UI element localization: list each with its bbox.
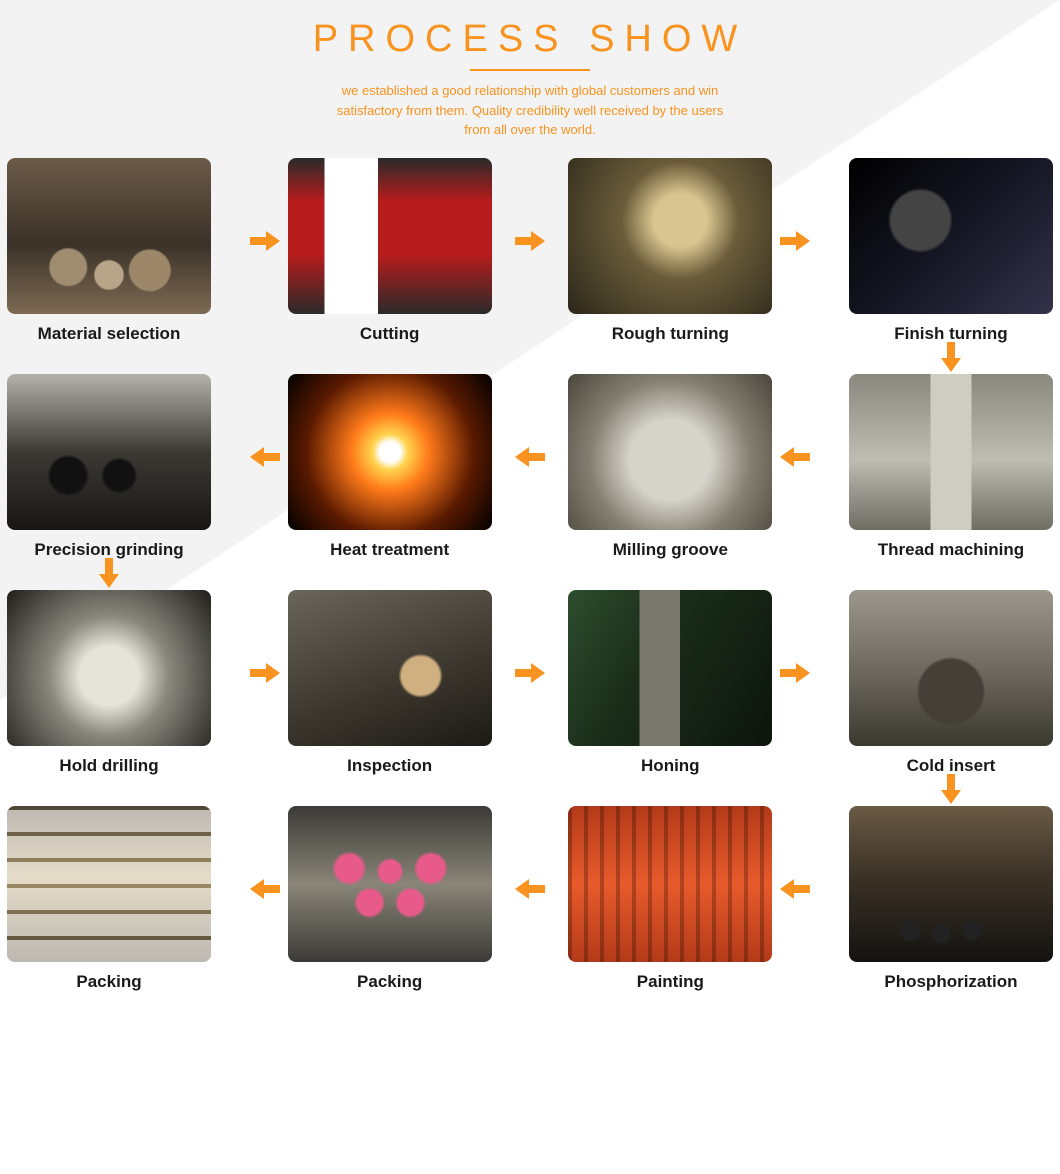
process-step-scene [7,374,211,530]
arrow-left-icon [775,442,815,472]
process-step-image [7,590,211,746]
arrow-right-icon [510,226,550,256]
header: PROCESS SHOW we established a good relat… [0,0,1060,140]
process-step: Cold insert [846,590,1056,776]
process-step: Phosphorization [846,806,1056,992]
process-step: Inspection [285,590,495,776]
process-row: Material selection Cutting Rough turning Fi… [0,158,1060,344]
process-step: Rough turning [565,158,775,344]
process-step-label: Milling groove [613,540,728,560]
arrow-down-icon [94,553,124,593]
process-step-label: Hold drilling [59,756,158,776]
process-row: Precision grinding Heat treatment Milling … [0,374,1060,560]
process-step-label: Painting [637,972,704,992]
process-step-scene [7,158,211,314]
process-step: Heat treatment [285,374,495,560]
process-step-scene [849,158,1053,314]
arrow-right-icon [775,226,815,256]
process-row: Hold drilling Inspection Honing Cold insert [0,590,1060,776]
process-step-scene [568,806,772,962]
process-step-label: Thread machining [878,540,1024,560]
process-step-image [568,806,772,962]
process-step-image [568,158,772,314]
process-step: Hold drilling [4,590,214,776]
process-step: Milling groove [565,374,775,560]
arrow-right-icon [510,658,550,688]
process-step-scene [568,590,772,746]
process-step: Painting [565,806,775,992]
process-step-label: Honing [641,756,700,776]
process-row: Packing Packing Painting Phosphorization [0,806,1060,992]
process-step-label: Packing [357,972,422,992]
process-step-scene [288,590,492,746]
process-step: Thread machining [846,374,1056,560]
arrow-left-icon [510,442,550,472]
process-step-label: Phosphorization [884,972,1017,992]
arrow-down-icon [936,337,966,377]
process-step-image [849,374,1053,530]
process-step-scene [7,806,211,962]
process-step-label: Heat treatment [330,540,449,560]
process-step-image [849,590,1053,746]
process-step-image [568,590,772,746]
process-step-image [7,158,211,314]
process-grid: Material selection Cutting Rough turning Fi… [0,158,1060,992]
process-step: Material selection [4,158,214,344]
process-step-image [288,374,492,530]
process-step-label: Packing [76,972,141,992]
arrow-right-icon [245,226,285,256]
arrow-left-icon [245,874,285,904]
process-step-image [288,590,492,746]
page-subtitle: we established a good relationship with … [330,81,730,140]
process-step-scene [849,590,1053,746]
process-step-image [288,806,492,962]
process-step-label: Rough turning [612,324,729,344]
process-step-label: Cutting [360,324,419,344]
page-title: PROCESS SHOW [0,18,1060,61]
title-underline [470,69,590,71]
process-step-image [849,158,1053,314]
process-step-image [7,374,211,530]
process-step-label: Material selection [38,324,181,344]
process-step: Packing [4,806,214,992]
arrow-right-icon [775,658,815,688]
process-step-label: Inspection [347,756,432,776]
process-step-image [7,806,211,962]
process-step-image [288,158,492,314]
arrow-left-icon [775,874,815,904]
process-step: Finish turning [846,158,1056,344]
process-step-image [849,806,1053,962]
process-step: Cutting [285,158,495,344]
process-step-scene [288,806,492,962]
arrow-left-icon [510,874,550,904]
process-step: Honing [565,590,775,776]
arrow-left-icon [245,442,285,472]
arrow-right-icon [245,658,285,688]
page: PROCESS SHOW we established a good relat… [0,0,1060,992]
process-step-scene [288,158,492,314]
arrow-down-icon [936,769,966,809]
process-step-scene [849,806,1053,962]
process-step: Packing [285,806,495,992]
process-step: Precision grinding [4,374,214,560]
process-step-image [568,374,772,530]
process-step-scene [849,374,1053,530]
